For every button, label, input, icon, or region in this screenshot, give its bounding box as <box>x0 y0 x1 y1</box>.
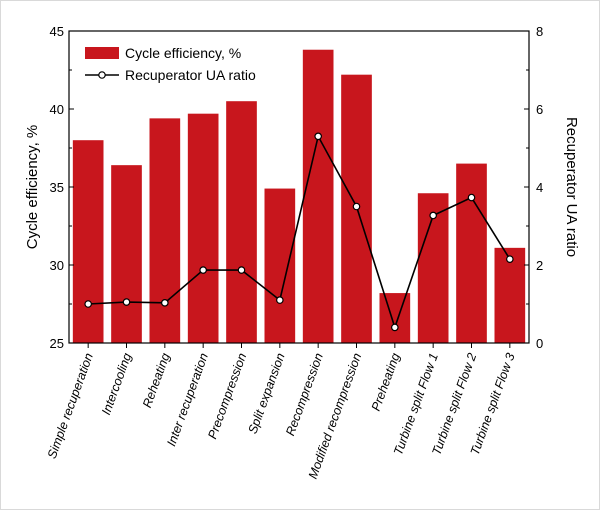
bar-11 <box>494 247 526 343</box>
legend-line-marker <box>98 71 106 79</box>
y-axis-title-right: Recuperator UA ratio <box>563 117 580 257</box>
x-tick-label-0: Simple recuperation <box>45 351 96 460</box>
ua-point-8 <box>391 323 399 332</box>
legend: Cycle efficiency, % Recuperator UA ratio <box>85 45 256 83</box>
bar-5 <box>264 188 296 343</box>
x-tick-label-8: Preheating <box>369 351 403 413</box>
y-tick-label-left-1: 30 <box>50 258 64 273</box>
ua-point-2 <box>161 299 169 307</box>
bar-4 <box>226 101 257 343</box>
ua-ratio-line <box>88 134 511 330</box>
line-group <box>84 132 514 332</box>
bar-0 <box>72 140 104 343</box>
y-tick-label-right-2: 4 <box>536 180 543 195</box>
ua-point-0 <box>84 300 92 308</box>
ua-point-6 <box>314 132 322 141</box>
ua-point-10 <box>467 193 476 202</box>
legend-bar-label: Cycle efficiency, % <box>125 45 241 61</box>
ua-point-9 <box>429 211 437 220</box>
ua-point-3 <box>199 266 207 274</box>
ua-point-4 <box>237 266 246 274</box>
x-tick-label-3: Inter recuperation <box>164 351 211 448</box>
bar-1 <box>111 165 142 343</box>
bar-8 <box>379 293 411 343</box>
y-tick-label-right-4: 8 <box>536 24 543 39</box>
y-axis-title-left: Cycle efficiency, % <box>24 125 41 250</box>
x-tick-label-1: Intercooling <box>99 351 134 417</box>
x-tick-label-6: Recompression <box>283 351 326 437</box>
bar-3 <box>187 113 219 344</box>
x-tick-label-4: Precompression <box>205 351 249 441</box>
y-tick-label-right-3: 6 <box>536 102 543 117</box>
y-tick-label-left-2: 35 <box>50 180 64 195</box>
bar-2 <box>149 118 181 343</box>
bar-6 <box>302 49 334 343</box>
legend-bar-swatch <box>85 47 119 59</box>
legend-line-label: Recuperator UA ratio <box>125 67 256 83</box>
ua-point-7 <box>352 202 361 211</box>
y-tick-label-left-4: 45 <box>50 24 64 39</box>
ua-point-11 <box>506 255 514 263</box>
ua-point-1 <box>122 298 131 306</box>
bar-10 <box>456 163 487 343</box>
bars-group <box>72 49 526 344</box>
x-tick-label-2: Reheating <box>140 351 173 409</box>
ua-point-5 <box>276 296 284 304</box>
y-tick-label-right-0: 0 <box>536 336 543 351</box>
y-tick-label-left-0: 25 <box>50 336 64 351</box>
y-tick-label-left-3: 40 <box>50 102 64 117</box>
x-tick-label-5: Split expansion <box>245 351 287 435</box>
y-tick-label-right-1: 2 <box>536 258 543 273</box>
